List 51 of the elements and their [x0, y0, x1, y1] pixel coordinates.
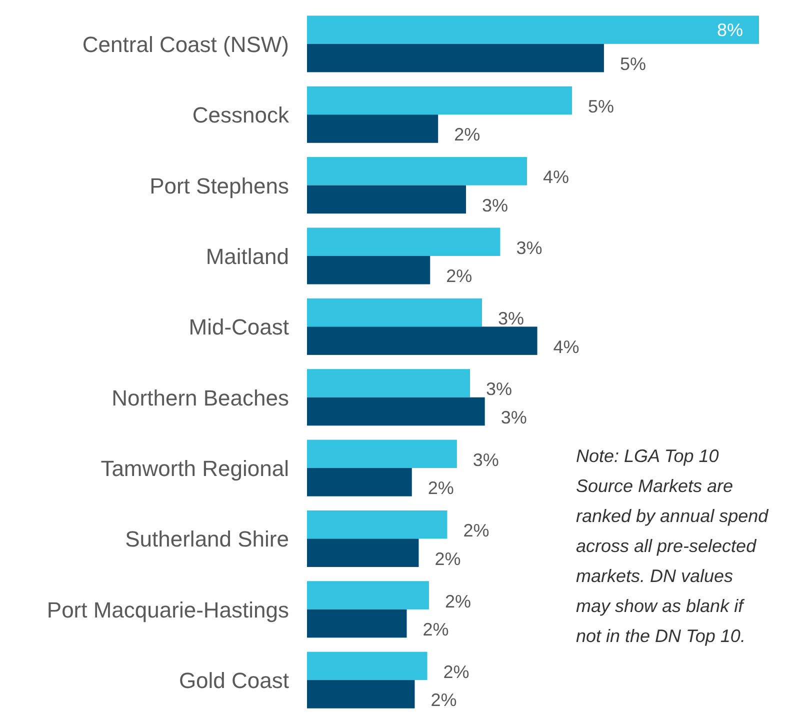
data-label: 3% — [486, 379, 512, 400]
bar — [307, 256, 430, 284]
data-label: 2% — [430, 690, 457, 710]
bar — [307, 44, 604, 72]
bar — [307, 86, 572, 115]
bar — [307, 538, 419, 567]
data-label: 5% — [588, 96, 614, 116]
data-label: 2% — [454, 124, 480, 145]
bar — [307, 228, 500, 256]
data-label: 2% — [443, 662, 470, 682]
bar — [307, 652, 428, 680]
data-label: 3% — [472, 450, 499, 470]
bar — [307, 440, 457, 468]
y-tick-label: Northern Beaches — [112, 385, 289, 410]
bar — [307, 298, 482, 327]
y-tick-label: Mid-Coast — [188, 314, 289, 340]
data-label: 3% — [516, 238, 542, 258]
y-tick-label: Tamworth Regional — [100, 456, 289, 482]
bar — [307, 468, 412, 496]
data-label: 2% — [422, 620, 449, 640]
data-label: 8% — [716, 20, 743, 40]
bar — [307, 609, 407, 638]
annotation: Note: LGA Top 10 Source Markets are ranked by annual spend across all pre-selected markets. DN values may show as blank if not in the DN Top 10. — [576, 446, 770, 646]
data-label: 2% — [434, 548, 461, 569]
y-tick-label: Central Coast (NSW) — [82, 32, 289, 57]
bar — [307, 369, 470, 398]
data-label: 5% — [620, 54, 646, 74]
bar — [307, 16, 759, 44]
data-label: 2% — [463, 520, 490, 541]
data-label: 3% — [498, 308, 524, 329]
y-tick-label: Port Stephens — [150, 173, 289, 198]
y-tick-label: Cessnock — [192, 102, 290, 128]
data-label: 3% — [482, 195, 508, 216]
y-tick-label: Maitland — [206, 244, 289, 269]
bar — [307, 581, 429, 610]
data-label: 4% — [553, 336, 580, 357]
data-label: 2% — [446, 266, 472, 286]
data-label: 4% — [543, 167, 570, 188]
bar — [307, 680, 415, 708]
bar — [307, 326, 538, 355]
bar — [307, 397, 485, 426]
y-tick-label: Gold Coast — [178, 668, 289, 694]
y-tick-label: Sutherland Shire — [125, 526, 289, 552]
data-label: 2% — [428, 478, 454, 498]
bar — [307, 185, 466, 214]
data-label: 3% — [500, 407, 527, 428]
bar — [307, 157, 528, 186]
y-tick-label: Port Macquarie-Hastings — [46, 597, 289, 622]
bar — [307, 510, 448, 539]
data-label: 2% — [444, 591, 471, 612]
bar — [307, 114, 438, 143]
